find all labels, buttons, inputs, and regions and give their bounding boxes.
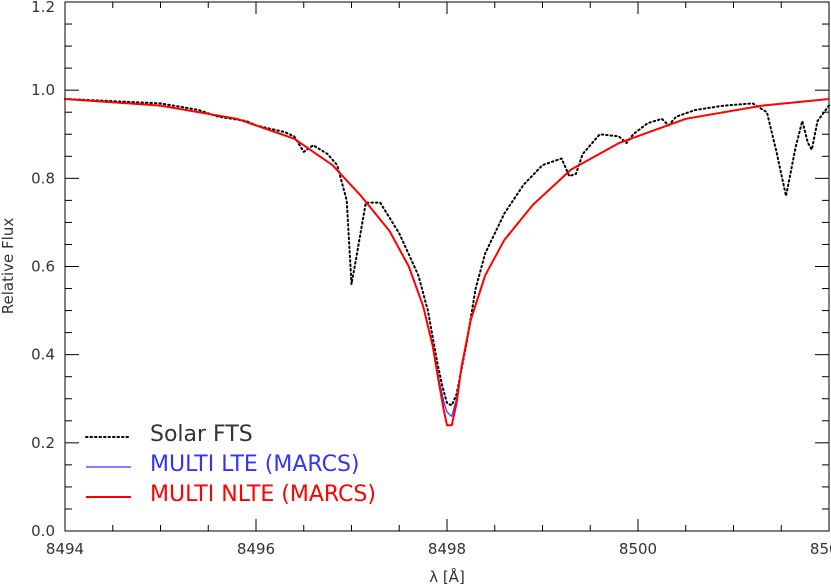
series-line-2 <box>64 97 830 427</box>
legend-label-2: MULTI NLTE (MARCS) <box>150 482 376 507</box>
y-tick-label: 1.0 <box>31 81 55 99</box>
x-tick-label: 8500 <box>619 540 657 558</box>
series-layer <box>64 97 830 427</box>
y-tick-label: 0.4 <box>31 346 55 364</box>
x-tick-label: 8496 <box>237 540 275 558</box>
x-axis-label: λ [Å] <box>429 567 465 585</box>
y-tick-label: 0.2 <box>31 434 55 452</box>
y-tick-label: 0.8 <box>31 169 55 187</box>
y-tick-label: 0.0 <box>31 522 55 540</box>
y-tick-label: 1.2 <box>31 0 55 16</box>
legend-label-0: Solar FTS <box>150 422 253 447</box>
series-line-1 <box>64 98 830 417</box>
x-tick-label: 8502 <box>810 540 831 558</box>
axis-tick-labels: 8494 8496 8498 8500 8502 0.0 0.2 0.4 0.6 0.8 1.0 1.… <box>31 0 831 558</box>
x-tick-label: 8494 <box>46 540 84 558</box>
y-tick-label: 0.6 <box>31 258 55 276</box>
legend-label-1: MULTI LTE (MARCS) <box>150 452 360 477</box>
legend: Solar FTS MULTI LTE (MARCS) MULTI NLTE (MA… <box>85 422 376 507</box>
series-line-0 <box>64 97 830 407</box>
axis-ticks <box>64 1 830 532</box>
y-axis-label: Relative Flux <box>0 218 17 315</box>
x-tick-label: 8498 <box>428 540 466 558</box>
